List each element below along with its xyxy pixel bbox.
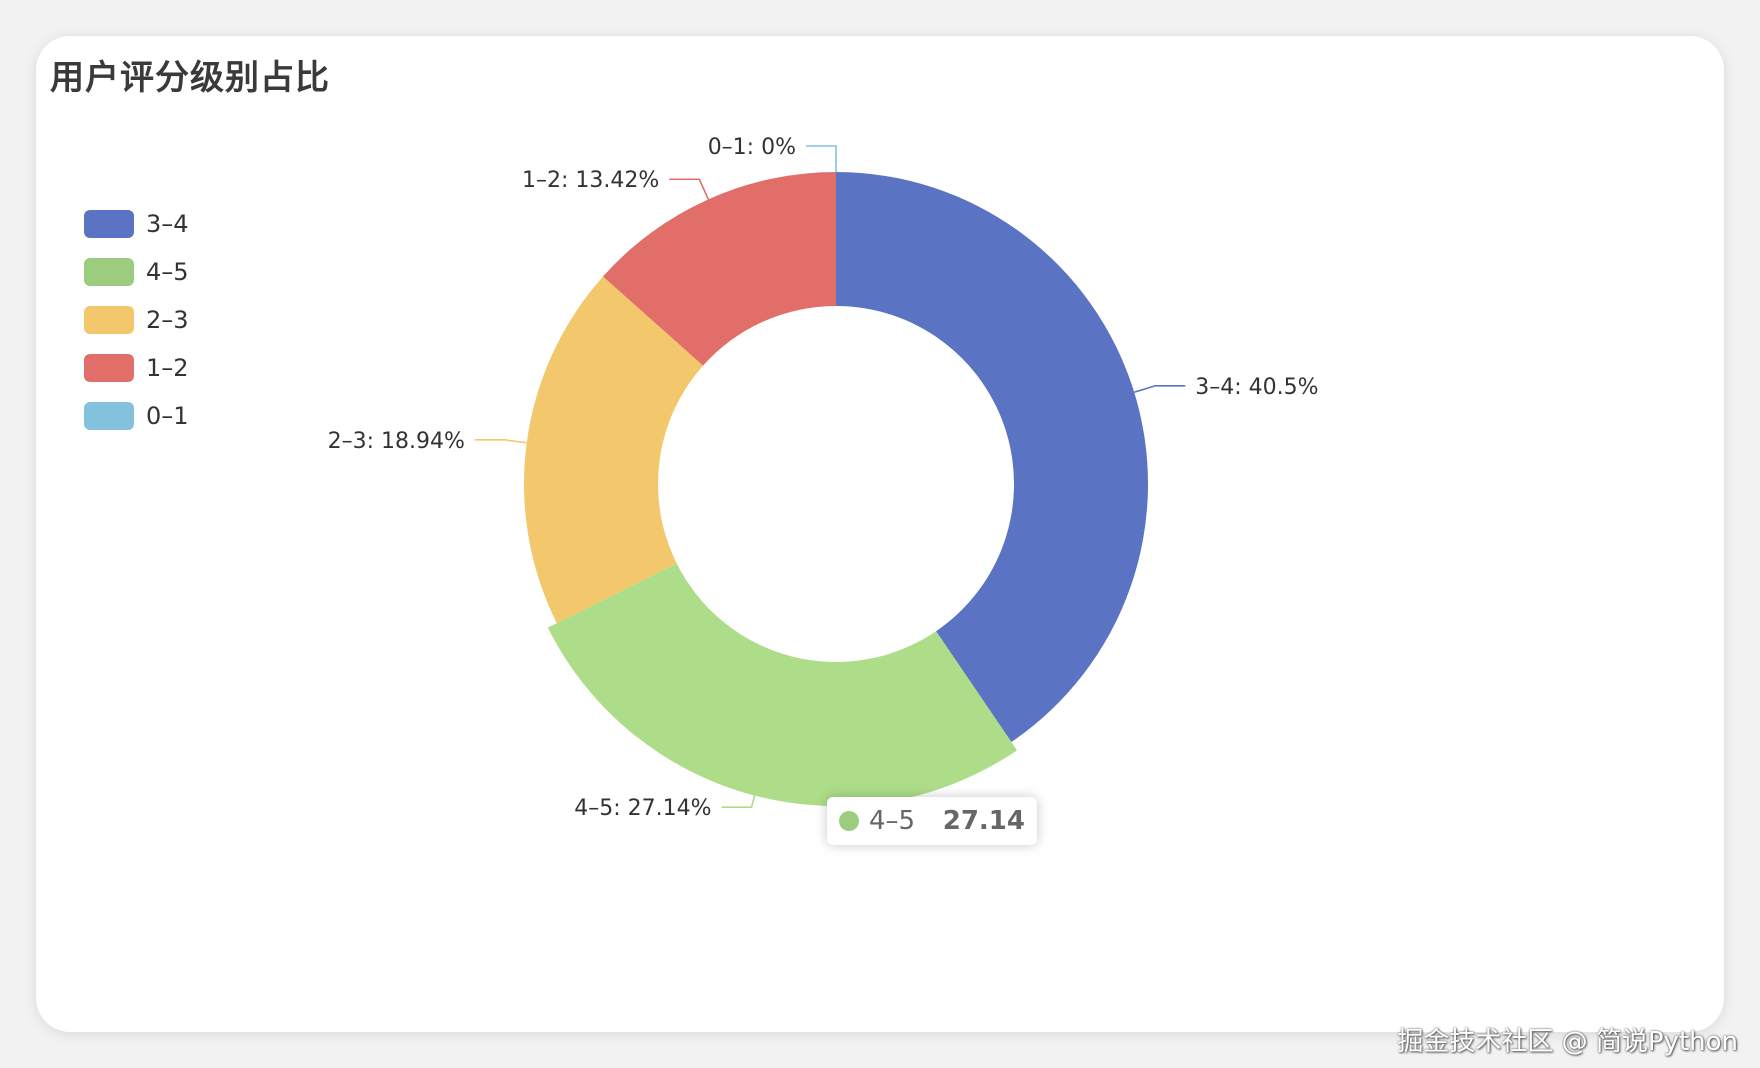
legend-swatch [84, 306, 134, 334]
legend-item-1[interactable]: 3–4 [84, 200, 189, 248]
slice-label-4: 1–2: 13.42% [522, 168, 659, 193]
slice-label-1: 3–4: 40.5% [1195, 375, 1318, 400]
label-leader-line-1 [1133, 384, 1186, 394]
legend-label: 2–3 [146, 306, 189, 334]
label-leader-line-3 [474, 439, 527, 444]
donut-slice-2[interactable] [547, 563, 1017, 806]
legend-label: 0–1 [146, 402, 189, 430]
tooltip-series-name: 4–5 [869, 806, 916, 836]
label-leader-line-4 [669, 178, 710, 200]
legend-label: 3–4 [146, 210, 189, 238]
legend-item-5[interactable]: 0–1 [84, 392, 189, 440]
donut-slice-3[interactable] [524, 276, 704, 624]
legend-label: 4–5 [146, 258, 189, 286]
legend-label: 1–2 [146, 354, 189, 382]
legend-item-2[interactable]: 4–5 [84, 248, 189, 296]
legend-item-4[interactable]: 1–2 [84, 344, 189, 392]
chart-title: 用户评分级别占比 [50, 58, 330, 98]
legend-swatch [84, 210, 134, 238]
label-leader-line-5 [806, 145, 837, 172]
legend-swatch [84, 258, 134, 286]
tooltip-marker [839, 811, 859, 831]
slice-label-2: 4–5: 27.14% [574, 796, 711, 821]
label-leader-line-2 [721, 795, 756, 808]
legend-swatch [84, 402, 134, 430]
tooltip: 4–5 27.14 [827, 797, 1037, 845]
slice-label-3: 2–3: 18.94% [328, 429, 465, 454]
tooltip-value: 27.14 [942, 806, 1025, 836]
legend: 3–4 4–5 2–3 1–2 0–1 [84, 200, 189, 440]
watermark: 掘金技术社区 @ 简说Python [1397, 1027, 1738, 1057]
donut-slice-4[interactable] [603, 171, 836, 366]
legend-swatch [84, 354, 134, 382]
legend-item-3[interactable]: 2–3 [84, 296, 189, 344]
donut-slice-1[interactable] [836, 172, 1148, 743]
slice-label-5: 0–1: 0% [708, 135, 796, 160]
